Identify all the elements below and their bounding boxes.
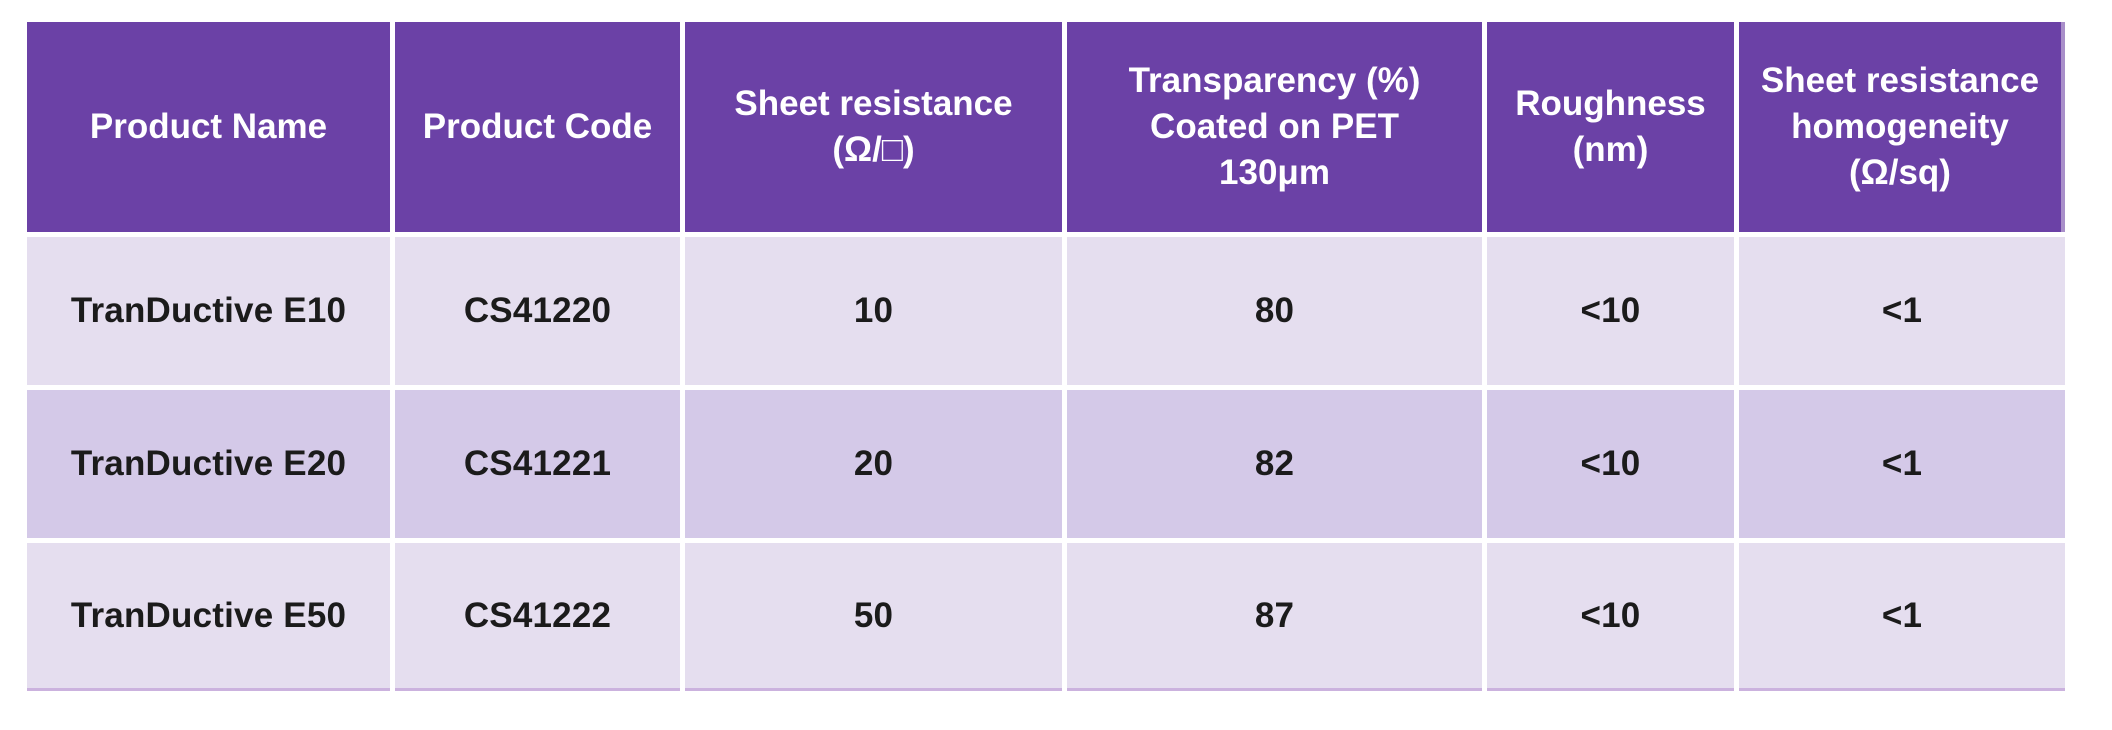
cell-product-name: TranDuctive E10 xyxy=(27,237,390,385)
table-row-tranductive-e20: TranDuctive E20 CS41221 20 82 <10 <1 xyxy=(27,390,2065,538)
cell-roughness: <10 xyxy=(1487,390,1734,538)
cell-product-code: CS41220 xyxy=(395,237,680,385)
table-header-row: Product Name Product Code Sheet resistan… xyxy=(27,22,2065,232)
cell-homogeneity: <1 xyxy=(1739,237,2065,385)
cell-sheet-resistance: 10 xyxy=(685,237,1062,385)
cell-homogeneity: <1 xyxy=(1739,543,2065,691)
column-header-transparency: Transparency (%) Coated on PET 130μm xyxy=(1067,22,1482,232)
cell-transparency: 87 xyxy=(1067,543,1482,691)
cell-roughness: <10 xyxy=(1487,543,1734,691)
cell-roughness: <10 xyxy=(1487,237,1734,385)
cell-product-code: CS41222 xyxy=(395,543,680,691)
cell-product-name: TranDuctive E20 xyxy=(27,390,390,538)
cell-sheet-resistance: 50 xyxy=(685,543,1062,691)
product-spec-table: Product Name Product Code Sheet resistan… xyxy=(22,17,2070,696)
cell-sheet-resistance: 20 xyxy=(685,390,1062,538)
table-row-tranductive-e10: TranDuctive E10 CS41220 10 80 <10 <1 xyxy=(27,237,2065,385)
cell-transparency: 80 xyxy=(1067,237,1482,385)
table-row-tranductive-e50: TranDuctive E50 CS41222 50 87 <10 <1 xyxy=(27,543,2065,691)
column-header-product-name: Product Name xyxy=(27,22,390,232)
column-header-sheet-resistance: Sheet resistance (Ω/□) xyxy=(685,22,1062,232)
cell-product-code: CS41221 xyxy=(395,390,680,538)
cell-transparency: 82 xyxy=(1067,390,1482,538)
column-header-roughness: Roughness (nm) xyxy=(1487,22,1734,232)
column-header-product-code: Product Code xyxy=(395,22,680,232)
cell-product-name: TranDuctive E50 xyxy=(27,543,390,691)
column-header-sheet-resistance-homogeneity: Sheet resistance homogeneity (Ω/sq) xyxy=(1739,22,2065,232)
cell-homogeneity: <1 xyxy=(1739,390,2065,538)
